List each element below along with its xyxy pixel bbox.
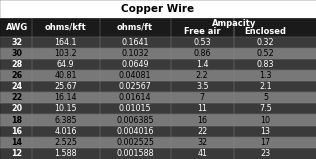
Text: 41: 41	[197, 149, 207, 158]
Text: 0.004016: 0.004016	[116, 127, 154, 136]
Text: 0.1032: 0.1032	[121, 49, 149, 58]
Text: 23: 23	[260, 149, 270, 158]
Text: 0.01015: 0.01015	[119, 104, 151, 113]
Text: 0.83: 0.83	[257, 60, 274, 69]
Text: 0.52: 0.52	[257, 49, 274, 58]
Text: 1.3: 1.3	[259, 71, 272, 80]
Text: 2.525: 2.525	[54, 138, 77, 147]
Bar	[0, 18, 316, 37]
Bar	[0, 103, 316, 114]
Text: 103.2: 103.2	[54, 49, 77, 58]
Text: 4.016: 4.016	[54, 127, 77, 136]
Text: Copper Wire: Copper Wire	[121, 4, 195, 14]
Text: 6.385: 6.385	[54, 116, 77, 124]
Bar	[0, 137, 316, 148]
Text: 32: 32	[11, 38, 22, 47]
Text: 1.4: 1.4	[196, 60, 209, 69]
Text: 64.9: 64.9	[57, 60, 74, 69]
Bar	[0, 37, 316, 48]
Text: 20: 20	[11, 104, 22, 113]
Bar	[0, 0, 316, 18]
Text: 0.04081: 0.04081	[119, 71, 151, 80]
Text: 0.1641: 0.1641	[121, 38, 149, 47]
Text: 16.14: 16.14	[54, 93, 77, 102]
Text: 40.81: 40.81	[54, 71, 77, 80]
Text: 32: 32	[197, 138, 207, 147]
Text: 28: 28	[11, 60, 22, 69]
Text: 7.5: 7.5	[259, 104, 272, 113]
Text: 14: 14	[11, 138, 22, 147]
Text: 164.1: 164.1	[54, 38, 77, 47]
Text: 3.5: 3.5	[196, 82, 209, 91]
Text: 0.02567: 0.02567	[118, 82, 152, 91]
Text: AWG: AWG	[5, 23, 28, 32]
Text: 16: 16	[197, 116, 207, 124]
Text: 16: 16	[11, 127, 22, 136]
Text: 0.001588: 0.001588	[116, 149, 154, 158]
Bar	[0, 92, 316, 103]
Text: 0.006385: 0.006385	[116, 116, 154, 124]
Text: 0.86: 0.86	[193, 49, 211, 58]
Text: Ampacity: Ampacity	[212, 19, 256, 28]
Text: 0.0649: 0.0649	[121, 60, 149, 69]
Text: 22: 22	[197, 127, 207, 136]
Text: 12: 12	[11, 149, 22, 158]
Text: 17: 17	[260, 138, 270, 147]
Text: 7: 7	[200, 93, 205, 102]
Text: Enclosed: Enclosed	[245, 27, 286, 36]
Text: 5: 5	[263, 93, 268, 102]
Bar	[0, 114, 316, 126]
Text: 22: 22	[11, 93, 22, 102]
Text: 25.67: 25.67	[54, 82, 77, 91]
Text: 1.588: 1.588	[54, 149, 77, 158]
Text: 0.32: 0.32	[257, 38, 274, 47]
Text: 10: 10	[260, 116, 270, 124]
Text: 11: 11	[197, 104, 207, 113]
Bar	[0, 126, 316, 137]
Text: ohms/ft: ohms/ft	[117, 23, 153, 32]
Text: 30: 30	[11, 49, 22, 58]
Text: ohms/kft: ohms/kft	[45, 23, 87, 32]
Bar	[0, 70, 316, 81]
Text: Free air: Free air	[184, 27, 221, 36]
Text: 0.53: 0.53	[193, 38, 211, 47]
Text: 2.2: 2.2	[196, 71, 209, 80]
Text: 26: 26	[11, 71, 22, 80]
Bar	[0, 59, 316, 70]
Bar	[0, 148, 316, 159]
Text: 2.1: 2.1	[259, 82, 272, 91]
Text: 13: 13	[260, 127, 270, 136]
Text: 10.15: 10.15	[54, 104, 77, 113]
Bar	[0, 48, 316, 59]
Text: 24: 24	[11, 82, 22, 91]
Text: 18: 18	[11, 116, 22, 124]
Bar	[0, 81, 316, 92]
Text: 0.002525: 0.002525	[116, 138, 154, 147]
Text: 0.01614: 0.01614	[119, 93, 151, 102]
